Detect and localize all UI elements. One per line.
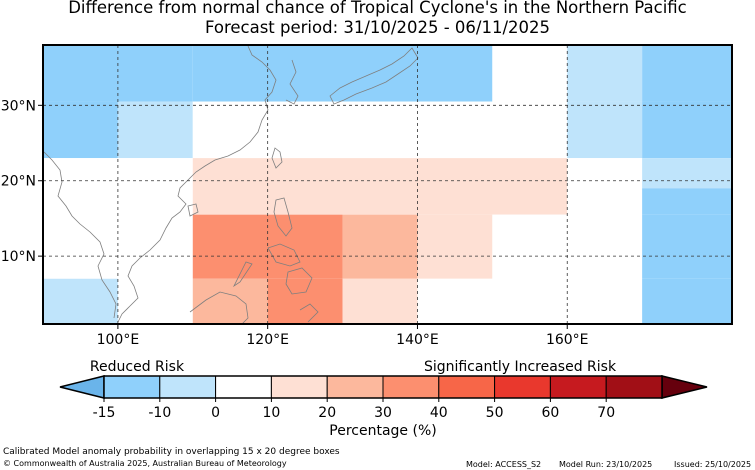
footer-model-run: Model Run: 23/10/2025	[559, 460, 653, 469]
colorbar-box-4	[326, 375, 384, 399]
y-tick-label: 10°N	[1, 249, 36, 265]
heatmap-cell-25	[43, 278, 118, 324]
colorbar-box-1	[159, 375, 217, 399]
colorbar-tick-label: 60	[541, 405, 559, 421]
heatmap-cell-6	[117, 101, 193, 159]
heatmap-cell-28	[267, 278, 343, 324]
heatmap-cell-31	[567, 278, 643, 324]
colorbar-tick-label: -15	[93, 405, 116, 421]
coastline-taiwan	[271, 147, 283, 169]
x-tick-label: 160°E	[546, 332, 589, 348]
footer-copyright: © Commonwealth of Australia 2025, Austra…	[3, 459, 287, 468]
colorbar-tick-label: 40	[430, 405, 448, 421]
heatmap-cell-15	[642, 158, 732, 189]
legend-low-label: Reduced Risk	[90, 359, 185, 375]
heatmap-cell-14	[567, 158, 643, 215]
y-tick-label: 30°N	[1, 98, 36, 114]
coastline-asia	[117, 45, 277, 323]
footer-description: Calibrated Model anomaly probability in …	[3, 447, 340, 457]
colorbar-box-2	[215, 375, 272, 399]
heatmap-cell-3	[567, 45, 643, 102]
coastline-visayas	[267, 243, 301, 267]
colorbar-tick-label: 50	[486, 405, 504, 421]
colorbar-box-6	[438, 375, 496, 399]
heatmap-cell-1	[192, 45, 493, 102]
x-tick-label: 120°E	[246, 332, 289, 348]
colorbar-box-0	[103, 375, 161, 399]
colorbar-over-arrow	[661, 375, 708, 399]
colorbar-box-9	[605, 375, 663, 399]
coastline-sulawesi	[299, 303, 319, 323]
chart-title: Difference from normal chance of Tropica…	[68, 0, 687, 17]
coastline-borneo	[189, 291, 249, 325]
colorbar-tick-label: -10	[148, 405, 171, 421]
heatmap-cell-30	[417, 278, 568, 324]
footer-model: Model: ACCESS_S2	[466, 460, 542, 469]
x-tick-label: 140°E	[396, 332, 439, 348]
coastline-korea	[285, 59, 299, 105]
heatmap-cell-8	[417, 101, 568, 159]
coastlines	[43, 45, 419, 325]
y-tick-label: 20°N	[1, 174, 36, 190]
heatmap-cell-16	[642, 188, 732, 215]
colorbar-boxes	[59, 375, 708, 399]
heatmap-cell-21	[417, 214, 493, 279]
heatmap-cell-24	[642, 214, 732, 279]
footer-issued: Issued: 25/10/2025	[674, 460, 752, 469]
legend-high-label: Significantly Increased Risk	[424, 359, 617, 375]
colorbar-under-arrow	[59, 375, 105, 399]
heatmap-cell-17	[43, 214, 118, 279]
colorbar-tick-label: 10	[262, 405, 280, 421]
heatmap-cell-11	[43, 158, 118, 215]
coastline-luzon	[273, 197, 293, 237]
heatmap-cell-29	[342, 278, 418, 324]
heatmap-cell-12	[117, 158, 193, 215]
heatmap-cell-23	[567, 214, 643, 279]
legend-axis-label: Percentage (%)	[329, 423, 436, 439]
colorbar-box-3	[270, 375, 328, 399]
heatmap-cell-22	[492, 214, 568, 279]
heatmap-cell-20	[342, 214, 418, 279]
colorbar-tick-label: 70	[597, 405, 615, 421]
colorbar-tick-label: 0	[211, 405, 220, 421]
chart-subtitle: Forecast period: 31/10/2025 - 06/11/2025	[204, 18, 551, 37]
x-tick-label: 100°E	[97, 332, 140, 348]
heatmap-cell-10	[642, 101, 732, 159]
coastline-hainan	[187, 203, 199, 217]
heatmap-cell-0	[43, 45, 193, 102]
gridlines	[43, 45, 732, 324]
coastline-indochina	[43, 151, 117, 319]
heatmap-cell-32	[642, 278, 732, 324]
coastline-palawan	[232, 261, 253, 288]
heatmap-cell-13	[192, 158, 568, 215]
coastline-mindanao	[285, 267, 313, 295]
heatmap-cells	[43, 45, 732, 324]
heatmap-cell-7	[192, 101, 418, 159]
heatmap-cell-26	[117, 278, 193, 324]
colorbar-tick-label: 30	[374, 405, 392, 421]
heatmap-cell-9	[567, 101, 643, 159]
colorbar-box-5	[382, 375, 440, 399]
heatmap-cell-27	[192, 278, 268, 324]
heatmap-cell-5	[43, 101, 118, 159]
heatmap-cell-18	[117, 214, 193, 279]
heatmap-cell-2	[492, 45, 568, 102]
map-frame	[42, 44, 733, 325]
colorbar-box-7	[494, 375, 551, 399]
colorbar-ticks: -15 -10 0 10 20 30 40 50 60 70	[93, 398, 615, 421]
coastline-japan	[329, 47, 419, 105]
heatmap-cell-4	[642, 45, 732, 102]
axis-ticks: 100°E 120°E 140°E 160°E 10°N 20°N 30°N	[1, 98, 589, 348]
colorbar-tick-label: 20	[318, 405, 336, 421]
colorbar-box-8	[549, 375, 607, 399]
